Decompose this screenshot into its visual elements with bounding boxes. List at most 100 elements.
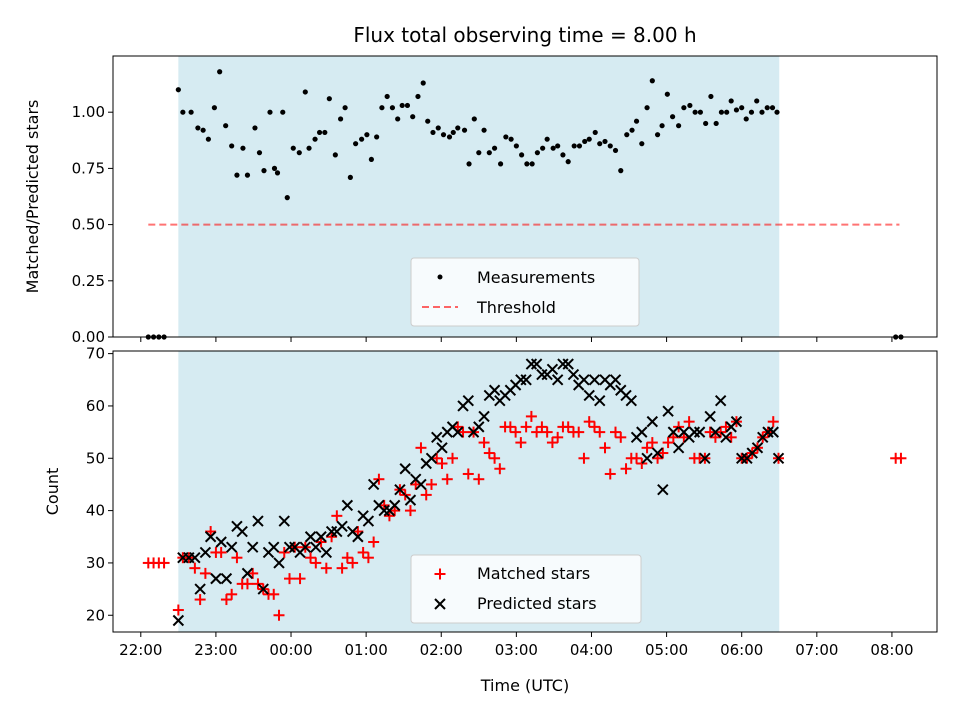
measurement-point (364, 132, 370, 138)
matched-star-point (678, 431, 690, 443)
measurement-point (743, 116, 749, 122)
matched-star-point (573, 426, 585, 438)
measurement-point (399, 102, 405, 109)
matched-star-point (478, 437, 490, 449)
matched-star-point (199, 567, 211, 579)
measurement-point (544, 136, 550, 142)
predicted-star-point (236, 525, 248, 538)
y-tick-label: 40 (86, 502, 105, 520)
measurement-point (234, 172, 240, 178)
measurement-point (540, 145, 546, 151)
measurement-point (681, 105, 687, 111)
x-tick-label: 08:00 (870, 641, 913, 659)
measurement-point (724, 109, 730, 115)
measurement-point (486, 150, 492, 156)
matched-star-point (588, 421, 600, 433)
measurement-point (508, 136, 514, 142)
measurement-point (466, 161, 472, 167)
measurement-point (420, 80, 426, 86)
measurement-point (302, 89, 308, 95)
matched-star-point (715, 426, 727, 438)
predicted-star-point (772, 452, 785, 464)
matched-star-point (604, 468, 616, 480)
bottom-legend-box (410, 554, 642, 624)
predicted-star-point (362, 515, 375, 527)
predicted-star-point (588, 374, 601, 386)
top-y-axis-label: Matched/Predicted stars (23, 100, 42, 294)
measurement-point (649, 78, 655, 84)
y-tick-label: 30 (86, 554, 105, 572)
legend-matched-label: Matched stars (477, 564, 590, 583)
predicted-star-point (194, 583, 206, 595)
measurement-point (524, 161, 530, 167)
measurement-point (244, 172, 251, 178)
matched-star-point (594, 426, 606, 438)
matched-star-point (383, 510, 395, 522)
top-panel: 0.00 0.25 0.50 0.75 1.00 Flux total observin… (23, 23, 938, 346)
measurement-point (633, 118, 640, 124)
chart-title: Flux total observing time = 8.00 h (353, 23, 696, 47)
matched-star-point (194, 594, 206, 606)
predicted-star-point (189, 551, 201, 564)
legend-predicted-marker (434, 598, 446, 610)
measurement-point (592, 129, 598, 136)
x-tick-label: 23:00 (194, 641, 237, 659)
matched-star-point (447, 452, 459, 464)
matched-star-point (441, 473, 453, 485)
matched-star-point (220, 594, 232, 606)
matched-star-point (510, 426, 522, 438)
matched-star-point (436, 458, 448, 470)
predicted-star-point (473, 421, 485, 433)
matched-star-point (452, 421, 464, 433)
measurement-point (769, 105, 776, 111)
measurement-point (223, 123, 229, 129)
measurement-point (759, 109, 765, 115)
measurement-point (332, 152, 338, 158)
predicted-star-point (172, 614, 185, 627)
matched-star-point (610, 426, 622, 438)
measurement-point (739, 105, 745, 111)
matched-star-point (158, 557, 170, 569)
measurement-point (384, 93, 390, 100)
measurement-point (267, 109, 273, 115)
matched-star-point (767, 416, 779, 428)
matched-star-point (683, 416, 695, 428)
measurement-point (450, 129, 456, 136)
measurement-point (644, 105, 650, 111)
measurement-point (708, 93, 714, 100)
measurement-point (728, 98, 734, 104)
matched-star-point (404, 505, 416, 517)
y-tick-label: 70 (86, 345, 105, 363)
measurement-point (529, 161, 535, 167)
matched-star-point (373, 473, 385, 485)
measurement-point (316, 129, 323, 136)
bottom-y-ticks: 20 30 40 50 60 70 (86, 345, 113, 624)
matched-star-point (425, 478, 437, 490)
matched-star-point (504, 421, 516, 433)
y-tick-label: 0.00 (72, 328, 105, 346)
measurement-point (664, 91, 670, 97)
measurement-point (607, 143, 613, 149)
measurement-point (379, 105, 385, 111)
matched-star-point (541, 426, 553, 438)
measurement-point (296, 150, 302, 156)
predicted-star-point (709, 426, 722, 438)
x-tick-label: 22:00 (119, 641, 162, 659)
matched-star-point (578, 452, 590, 464)
matched-star-point (646, 437, 658, 449)
measurement-point (217, 69, 223, 75)
measurement-point (612, 147, 619, 154)
measurement-point (256, 150, 263, 156)
matched-star-point (462, 468, 474, 480)
predicted-star-point (336, 520, 348, 533)
matched-star-point (583, 416, 595, 428)
predicted-star-point (699, 452, 711, 464)
measurement-point (703, 120, 709, 127)
measurement-point (774, 109, 780, 115)
bottom-y-axis-label: Count (43, 468, 62, 516)
top-y-ticks: 0.00 0.25 0.50 0.75 1.00 (72, 103, 113, 346)
predicted-star-point (257, 583, 269, 595)
measurement-point (326, 96, 332, 102)
predicted-star-point (367, 478, 380, 491)
matched-star-point (457, 426, 469, 438)
